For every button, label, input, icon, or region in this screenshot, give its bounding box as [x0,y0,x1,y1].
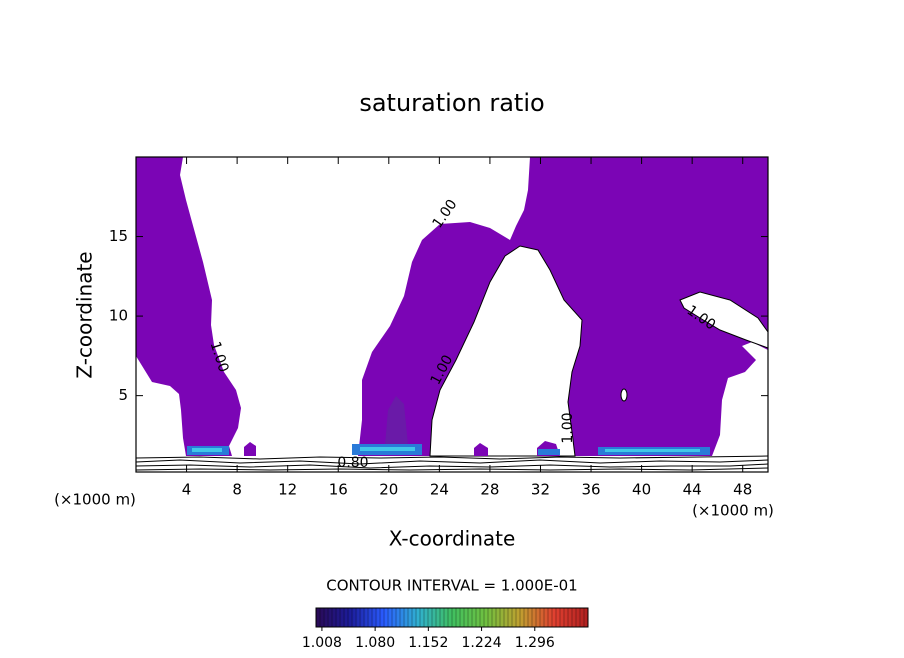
high-region [192,448,222,452]
x-tick-label: 44 [683,481,702,499]
high-region [538,449,560,455]
contour-label: 1.00 [560,412,576,443]
x-tick-label: 48 [733,481,752,499]
y-tick-label: 5 [118,386,128,404]
high-region [360,447,415,451]
x-tick-label: 20 [379,481,398,499]
high-values [192,447,700,452]
y-axis-label: Z-coordinate [73,251,97,378]
high-region [605,449,700,452]
contour-line [135,459,769,465]
chart-title: saturation ratio [359,89,544,117]
x-tick-label: 36 [581,481,600,499]
x-tick-label: 16 [329,481,348,499]
x-tick-label: 24 [430,481,449,499]
x-tick-label: 12 [278,481,297,499]
ground-contours [135,455,769,471]
colorbar-tick-label: 1.080 [355,635,395,651]
contour-field [136,157,769,457]
contour-label: 0.80 [337,455,368,471]
x-unit-label: (×1000 m) [692,502,774,520]
x-axis-label: X-coordinate [389,527,516,551]
shading [385,396,408,445]
contour-region [136,157,241,456]
x-tick-label: 40 [632,481,651,499]
x-tick-label: 32 [531,481,550,499]
plot-frame [135,156,769,473]
contour-line [135,467,769,471]
x-tick-label: 28 [480,481,499,499]
x-tick-label: 4 [182,481,192,499]
contour-interval: CONTOUR INTERVAL = 1.000E-01 [326,577,577,595]
colorbar-tick-label: 1.296 [515,635,555,651]
x-tick-label: 8 [232,481,242,499]
clear-region [429,245,583,457]
colorbar-tick-label: 1.152 [408,635,448,651]
contour-region [244,442,256,456]
colorbar-tick-label: 1.224 [462,635,502,651]
clear-region [620,388,628,402]
y-unit-label: (×1000 m) [54,491,136,509]
y-tick-label: 10 [109,307,128,325]
colorbar-tick-label: 1.008 [302,635,342,651]
contour-line [135,463,769,469]
contour-line [135,455,769,460]
y-tick-label: 15 [109,227,128,245]
contour-region [474,443,488,456]
